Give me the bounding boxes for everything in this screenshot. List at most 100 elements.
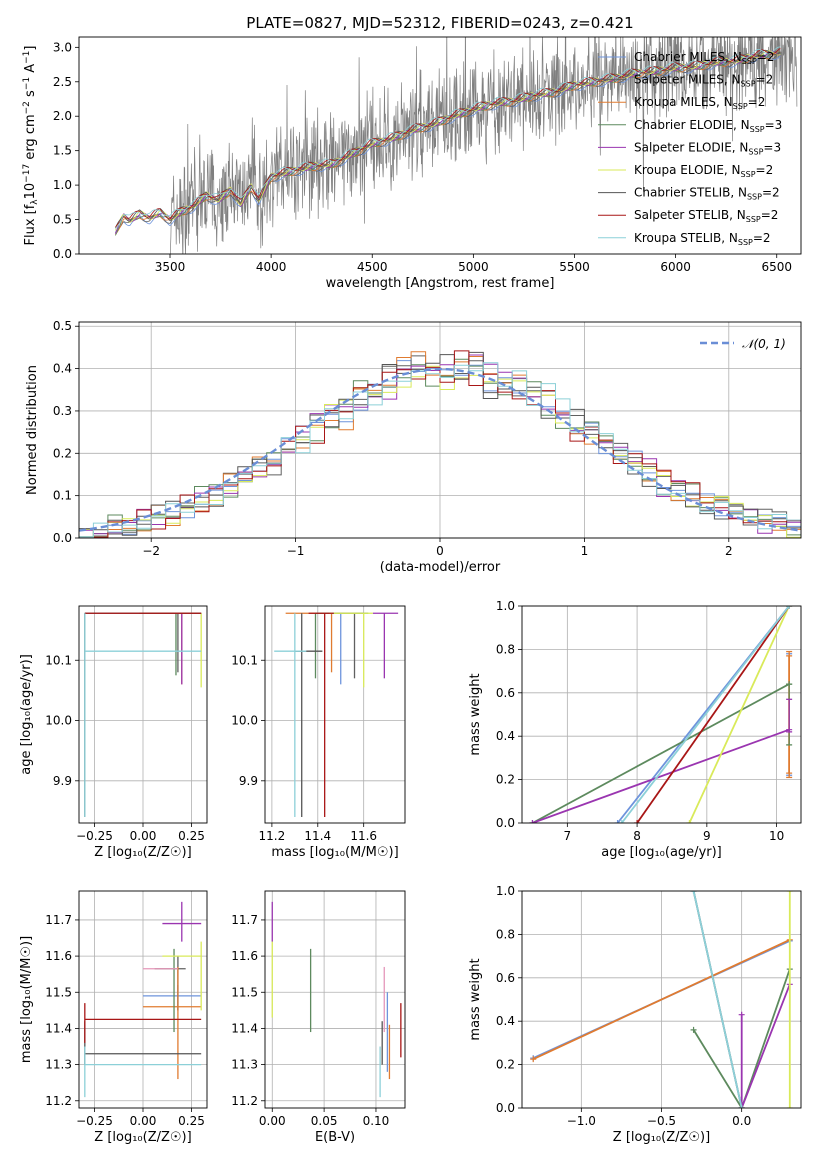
axes-frame — [264, 605, 406, 824]
plot-area-residuals — [79, 350, 801, 538]
plot-area-mass-age — [274, 612, 399, 817]
y-axis-label: Flux [fλ10−17 erg cm−2 s−1 A−1] — [22, 46, 40, 246]
tick-label-y: 9.9 — [239, 774, 258, 788]
tick-label-y: 11.4 — [231, 1021, 258, 1035]
tick-label-x: −2 — [142, 544, 160, 558]
tick-label-y: 11.3 — [231, 1058, 258, 1072]
tick-label-x: 2 — [725, 544, 733, 558]
tick-label-x: −1.0 — [567, 1114, 596, 1128]
tick-label-y: 0.2 — [496, 773, 515, 787]
tick-label-y: 1.0 — [496, 599, 515, 613]
tick-label-y: 0.0 — [53, 531, 72, 545]
tick-label-y: 0.6 — [496, 971, 515, 985]
x-axis-label: mass [log₁₀(M/M☉)] — [271, 845, 398, 860]
tick-label-x: 0.00 — [130, 829, 157, 843]
tick-label-x: 0.25 — [178, 829, 205, 843]
weight-marker — [690, 1026, 697, 1033]
tick-label-y: 2.5 — [53, 75, 72, 89]
axes-mass-age: 11.2 11.4 11.6 9.9 10.0 10.1 mass [log₁₀(M/M☉)… — [231, 605, 406, 860]
tick-label-y: 9.9 — [53, 774, 72, 788]
tick-label-x: −0.25 — [76, 1114, 113, 1128]
x-axis-label: E(B-V) — [315, 1130, 355, 1145]
tick-label-y: 11.2 — [45, 1094, 72, 1108]
tick-label-x: 4000 — [256, 260, 287, 274]
tick-label-y: 0.2 — [496, 1058, 515, 1072]
weight-marker — [530, 1056, 537, 1063]
axes-spectrum: 3500 4000 4500 5000 5500 6000 6500 0.0 0.5 1.0 1.5… — [22, 36, 802, 291]
weight-line — [620, 606, 790, 823]
tick-label-y: 11.7 — [45, 913, 72, 927]
tick-label-y: 0.0 — [496, 1101, 515, 1115]
weight-marker — [786, 1105, 793, 1108]
panel-residuals: −2 −1 0 1 2 0.0 0.1 0.2 0.3 0.4 0.5 (data-model)/er… — [25, 319, 802, 575]
axes-frame — [78, 890, 208, 1109]
tick-label-x: 9 — [703, 829, 711, 843]
panel-z-massweight: −1.0 −0.5 0.0 0.0 0.2 0.4 0.6 0.8 1.0 Z [log₁₀(Z/… — [468, 884, 802, 1145]
model-line — [115, 46, 781, 230]
axes-residuals: −2 −1 0 1 2 0.0 0.1 0.2 0.3 0.4 0.5 (data-model)/er… — [25, 319, 802, 575]
tick-label-x: 11.4 — [304, 829, 331, 843]
axes-ebv-mass: 0.00 0.05 0.10 11.2 11.3 11.4 11.5 11.6 11.7 E(B-… — [231, 890, 406, 1145]
tick-label-x: 6000 — [660, 260, 691, 274]
figure-title: PLATE=0827, MJD=52312, FIBERID=0243, z=0… — [246, 14, 633, 32]
plot-area-z-age — [84, 612, 202, 817]
plot-area-age-massweight — [529, 606, 793, 823]
tick-label-x: 3500 — [155, 260, 186, 274]
grid-z-age — [79, 606, 207, 823]
model-line — [115, 47, 781, 228]
gaussian-curve — [79, 367, 801, 532]
panel-mass-age: 11.2 11.4 11.6 9.9 10.0 10.1 mass [log₁₀(M/M☉)… — [231, 605, 406, 860]
legend-entry: Salpeter MILES, NSSP=2 — [634, 73, 773, 89]
axes-frame — [78, 321, 802, 539]
tick-label-y: 10.0 — [45, 714, 72, 728]
y-axis-label: mass weight — [468, 673, 483, 755]
axes-frame — [521, 605, 802, 824]
tick-label-x: 6500 — [761, 260, 792, 274]
tick-label-y: 11.4 — [45, 1021, 72, 1035]
legend-residuals: 𝒩(0, 1) — [700, 337, 786, 351]
tick-label-x: 10 — [769, 829, 784, 843]
weight-marker — [738, 1105, 745, 1108]
plot-area-z-mass — [84, 901, 202, 1098]
tick-label-y: 2.0 — [53, 109, 72, 123]
tick-label-y: 11.7 — [231, 913, 258, 927]
legend-entry: 𝒩(0, 1) — [742, 337, 786, 351]
panel-age-massweight: 7 8 9 10 0.0 0.2 0.4 0.6 0.8 1.0 age [log₁₀(age/yr… — [468, 599, 802, 860]
legend-entry: Kroupa MILES, NSSP=2 — [634, 95, 765, 111]
tick-label-x: 0.00 — [259, 1114, 286, 1128]
tick-label-x: −1 — [287, 544, 305, 558]
legend-entry: Salpeter STELIB, NSSP=2 — [634, 208, 778, 224]
weight-line — [532, 728, 790, 823]
histogram-step — [79, 351, 801, 536]
model-line — [115, 49, 781, 228]
tick-label-x: 0.05 — [311, 1114, 338, 1128]
tick-label-y: 3.0 — [53, 40, 72, 54]
legend-spectrum: Chabrier MILES, NSSP=2 Salpeter MILES, NS… — [598, 50, 782, 247]
tick-label-y: 10.1 — [231, 653, 258, 667]
tick-label-y: 0.4 — [496, 1014, 515, 1028]
tick-label-x: 4500 — [357, 260, 388, 274]
model-line — [115, 51, 781, 236]
tick-label-x: 5000 — [458, 260, 489, 274]
grid-age-massweight — [522, 605, 801, 824]
legend-entry: Salpeter ELODIE, NSSP=3 — [634, 140, 781, 156]
legend-entry: Chabrier STELIB, NSSP=2 — [634, 186, 780, 202]
tick-label-x: 11.6 — [350, 829, 377, 843]
weight-marker — [618, 820, 625, 823]
tick-label-y: 11.6 — [231, 949, 258, 963]
tick-label-x: 8 — [633, 829, 641, 843]
axes-z-mass: −0.25 0.00 0.25 11.2 11.3 11.4 11.5 11.6 11.7 Z [… — [19, 890, 208, 1145]
tick-label-x: 0.0 — [732, 1114, 751, 1128]
tick-label-x: 0.00 — [130, 1114, 157, 1128]
y-axis-label: mass weight — [468, 958, 483, 1040]
tick-label-y: 11.3 — [45, 1058, 72, 1072]
y-axis-label: Normed distribution — [25, 365, 40, 495]
observed-spectrum — [170, 37, 798, 254]
weight-marker — [686, 820, 693, 823]
axes-z-massweight: −1.0 −0.5 0.0 0.0 0.2 0.4 0.6 0.8 1.0 Z [log₁₀(Z/… — [468, 884, 802, 1145]
axes-frame — [78, 605, 208, 824]
tick-label-x: 5500 — [559, 260, 590, 274]
weight-line — [740, 983, 791, 1108]
tick-label-y: 1.0 — [496, 884, 515, 898]
tick-label-y: 11.5 — [45, 985, 72, 999]
